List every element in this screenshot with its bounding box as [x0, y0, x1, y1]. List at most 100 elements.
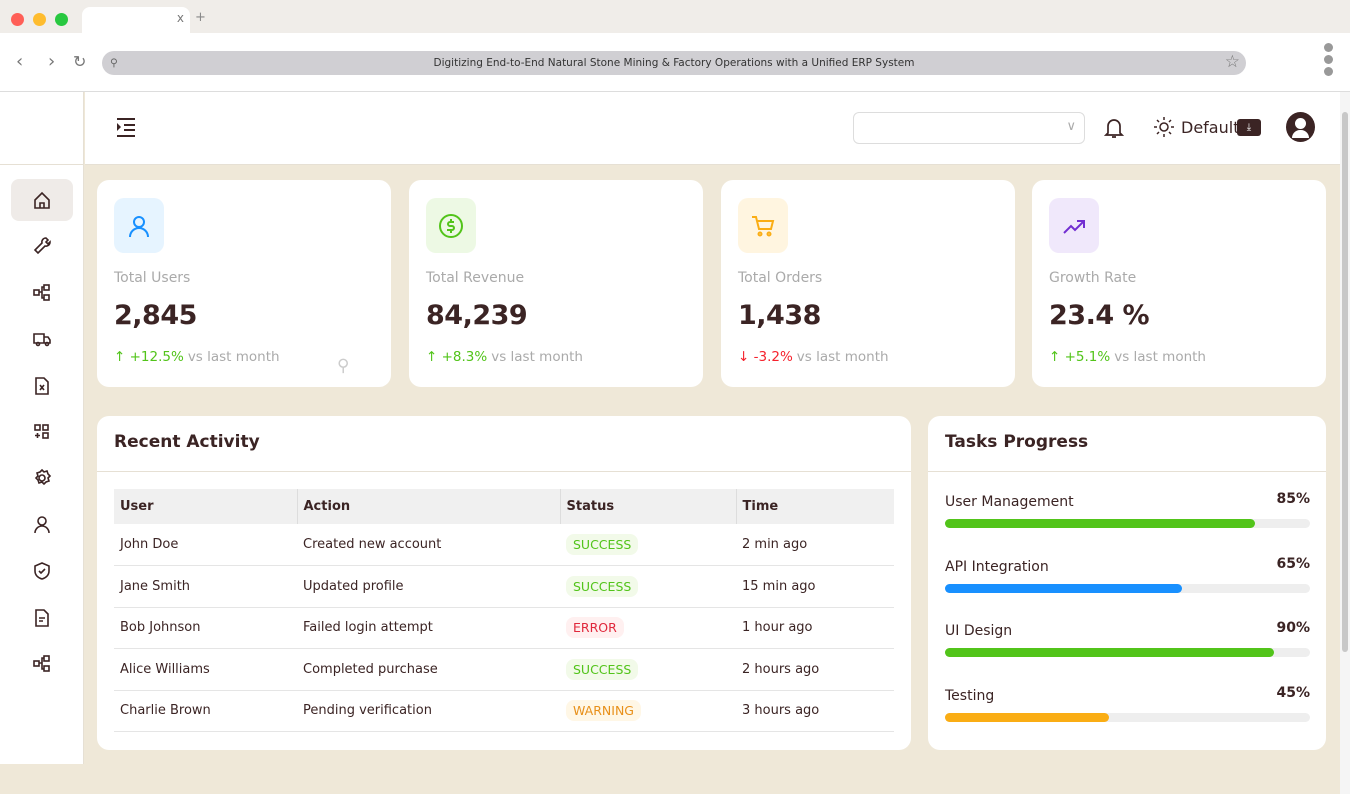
excel-file-icon — [35, 376, 49, 395]
arrow-up-icon: ↑ — [1049, 349, 1061, 365]
stat-icon-box — [1049, 198, 1099, 253]
trend-caption: vs last month — [1114, 349, 1206, 365]
column-header: Action — [297, 489, 561, 524]
progress-fill — [945, 519, 1256, 528]
user-cell: Jane Smith — [114, 565, 297, 608]
browser-tab[interactable]: x — [82, 7, 190, 33]
status-badge: SUCCESS — [566, 534, 639, 555]
chevron-down-icon: ∨ — [1066, 119, 1076, 134]
download-icon[interactable]: ⤓ — [1237, 119, 1261, 136]
task-name: User Management — [945, 494, 1074, 510]
task-name: API Integration — [945, 558, 1049, 575]
column-header: User — [114, 489, 298, 524]
status-badge: WARNING — [566, 700, 641, 722]
column-header: Status — [560, 489, 737, 524]
sidebar-item-tools[interactable] — [11, 225, 73, 267]
reload-icon[interactable]: ↻ — [73, 52, 87, 71]
status-badge: ERROR — [566, 617, 624, 639]
sidebar — [0, 92, 84, 764]
table-row[interactable]: Charlie Brown Pending verification WARNI… — [114, 690, 894, 732]
recent-activity-title: Recent Activity — [114, 432, 260, 452]
close-window-button[interactable] — [11, 13, 24, 26]
sidebar-item-settings[interactable] — [11, 457, 73, 499]
table-row[interactable]: Jane Smith Updated profile SUCCESS 15 mi… — [114, 565, 894, 608]
maximize-window-button[interactable] — [55, 13, 68, 26]
new-tab-button[interactable]: + — [195, 10, 206, 25]
stat-label: Total Revenue — [426, 270, 525, 286]
stat-trend: ↑ +12.5% vs last month — [114, 349, 280, 365]
progress-bar — [945, 519, 1310, 528]
stat-value: 84,239 — [426, 300, 528, 331]
arrow-down-icon: ↓ — [738, 349, 750, 365]
stat-trend: ↑ +8.3% vs last month — [426, 349, 583, 365]
table-row[interactable]: Bob Johnson Failed login attempt ERROR 1… — [114, 607, 894, 649]
sidebar-item-workflow[interactable] — [11, 272, 73, 314]
table-row[interactable]: Alice Williams Completed purchase SUCCES… — [114, 648, 894, 691]
address-row: ‹ › ↻ ⚲ Digitizing End-to-End Natural St… — [0, 33, 1350, 92]
stat-card: Total Orders 1,438 ↓ -3.2% vs last month — [721, 180, 1015, 387]
sidebar-item-delivery[interactable] — [11, 318, 73, 360]
status-cell: WARNING — [560, 690, 736, 732]
avatar[interactable] — [1286, 112, 1315, 142]
trend-value: +12.5% — [129, 349, 184, 365]
task-item: User Management 85% — [945, 491, 1310, 528]
sidebar-item-user[interactable] — [11, 504, 73, 546]
forward-icon[interactable]: › — [48, 51, 56, 72]
add-module-icon — [34, 424, 49, 439]
sidebar-item-excel-file[interactable] — [11, 365, 73, 407]
stat-icon-box — [738, 198, 788, 253]
task-item: Testing 45% — [945, 685, 1310, 723]
back-icon[interactable]: ‹ — [16, 51, 24, 72]
progress-fill — [945, 648, 1274, 658]
trend-value: -3.2% — [753, 349, 793, 365]
cart-icon — [752, 215, 775, 236]
time-cell: 3 hours ago — [736, 690, 894, 732]
theme-label[interactable]: Default — [1181, 118, 1240, 137]
workflow-icon — [33, 283, 50, 301]
stat-label: Total Users — [114, 270, 191, 286]
header-select[interactable]: ∨ — [853, 112, 1085, 144]
user-icon — [34, 515, 50, 533]
address-bar[interactable]: ⚲ Digitizing End-to-End Natural Stone Mi… — [102, 51, 1246, 75]
status-badge: SUCCESS — [566, 575, 639, 597]
activity-table: User Action Status Time John Doe Created ne… — [114, 489, 894, 732]
stat-icon-box — [426, 198, 476, 253]
sidebar-item-workflow-2[interactable] — [11, 643, 73, 685]
sidebar-item-document[interactable] — [11, 597, 73, 639]
minimize-window-button[interactable] — [33, 13, 46, 26]
stat-value: 1,438 — [738, 300, 821, 331]
delivery-icon — [33, 333, 51, 347]
trend-caption: vs last month — [187, 349, 280, 365]
sidebar-item-home[interactable] — [11, 179, 73, 221]
sidebar-item-security[interactable] — [11, 550, 73, 592]
bell-icon[interactable] — [1104, 116, 1124, 140]
tab-close-icon[interactable]: x — [176, 11, 184, 25]
scrollbar[interactable] — [1340, 92, 1350, 794]
sidebar-logo-area — [0, 92, 83, 165]
task-percent: 45% — [1276, 685, 1310, 702]
stat-value: 2,845 — [114, 300, 197, 331]
status-badge: SUCCESS — [566, 658, 639, 680]
browser-menu-icon[interactable] — [1324, 43, 1333, 79]
progress-bar — [945, 583, 1310, 593]
stat-trend: ↑ +5.1% vs last month — [1049, 349, 1206, 365]
trend-caption: vs last month — [491, 349, 583, 365]
progress-fill — [945, 583, 1183, 593]
stat-icon-box — [114, 198, 164, 253]
column-header: Time — [736, 489, 894, 524]
menu-toggle-icon[interactable] — [115, 117, 137, 137]
tab-bar: x + — [0, 0, 1350, 33]
action-cell: Completed purchase — [297, 648, 560, 691]
star-icon[interactable]: ☆ — [1224, 52, 1240, 72]
sun-icon[interactable] — [1154, 117, 1174, 137]
status-cell: SUCCESS — [560, 524, 736, 566]
time-cell: 1 hour ago — [736, 607, 894, 649]
search-icon[interactable]: ⚲ — [337, 356, 350, 376]
home-icon — [34, 191, 50, 209]
table-row[interactable]: John Doe Created new account SUCCESS 2 m… — [114, 524, 894, 566]
task-percent: 65% — [1276, 555, 1310, 572]
document-icon — [35, 608, 49, 627]
recent-activity-card: Recent Activity User Action Status Time Joh… — [97, 416, 911, 750]
task-percent: 85% — [1276, 491, 1310, 507]
sidebar-item-add-module[interactable] — [11, 411, 73, 453]
